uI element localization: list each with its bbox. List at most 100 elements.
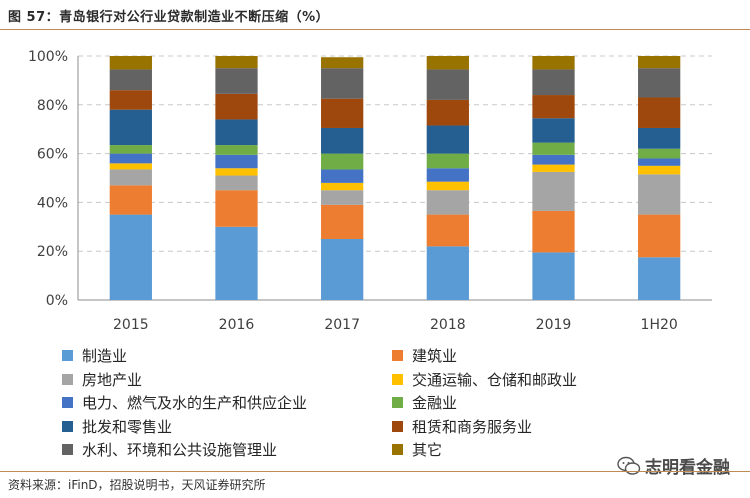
bar-segment (426, 190, 469, 215)
bar-segment (638, 257, 681, 300)
bar-segment (321, 68, 364, 99)
bar-segment (532, 56, 575, 70)
bar-segment (215, 190, 258, 227)
bar-segment (321, 153, 364, 170)
bar-segment (109, 145, 152, 154)
bar-segment (426, 168, 469, 182)
legend-label: 制造业 (82, 347, 128, 366)
legend-label: 金融业 (412, 394, 458, 413)
bar-segment (321, 204, 364, 239)
bar-segment (109, 90, 152, 110)
bar-segment (321, 169, 364, 183)
legend-item: 制造业 (62, 344, 392, 368)
bar-segment (426, 125, 469, 154)
x-tick-label: 1H20 (641, 317, 678, 333)
bar-segment (215, 56, 258, 69)
bar-segment (109, 214, 152, 300)
legend-item: 批发和零售业 (62, 415, 392, 439)
legend-item: 建筑业 (392, 344, 662, 368)
legend-item: 金融业 (392, 391, 662, 415)
bar-segment (215, 168, 258, 176)
legend-swatch (62, 373, 73, 385)
bar-segment (215, 145, 258, 155)
bar-segment (109, 109, 152, 146)
source-note: 资料来源：iFinD，招股说明书，天风证券研究所 (8, 478, 266, 492)
bar-segment (321, 98, 364, 128)
legend-swatch (62, 444, 73, 456)
bar-segment (532, 142, 575, 155)
bar-segment (532, 95, 575, 119)
watermark-text: 志明看金融 (645, 458, 730, 478)
legend-label: 房地产业 (82, 370, 143, 389)
legend-swatch (392, 420, 403, 432)
legend-item: 水利、环境和公共设施管理业 (62, 438, 392, 462)
legend-item: 其它 (392, 438, 662, 462)
legend-swatch (392, 350, 403, 362)
bar-segment (215, 226, 258, 300)
watermark: 志明看金融 (617, 453, 730, 478)
bar-segment (321, 190, 364, 205)
title-divider (0, 29, 750, 30)
bar-segment (109, 185, 152, 215)
source-divider (0, 471, 750, 472)
bar-segment (426, 181, 469, 191)
bar-segment (426, 246, 469, 300)
bar-segment (215, 68, 258, 94)
bar-segment (532, 210, 575, 253)
bar-segment (532, 69, 575, 96)
legend-label: 批发和零售业 (82, 417, 173, 436)
y-tick-label: 60% (37, 147, 68, 163)
bar-segment (638, 158, 681, 166)
legend-label: 水利、环境和公共设施管理业 (82, 441, 278, 460)
bar-segment (215, 154, 258, 169)
bar-segment (321, 182, 364, 191)
chart-legend: 制造业 建筑业房地产业 交通运输、仓储和邮政业电力、燃气及水的生产和供应企业 金融业批… (62, 344, 662, 462)
bar-segment (426, 56, 469, 70)
bar-segment (638, 174, 681, 215)
legend-label: 租赁和商务服务业 (412, 417, 533, 436)
bar-segment (215, 175, 258, 191)
bar-segment (321, 57, 364, 69)
bar-segment (532, 171, 575, 211)
bar-segment (321, 239, 364, 300)
wechat-icon (617, 456, 641, 475)
y-tick-label: 100% (28, 49, 68, 65)
bar-segment (215, 93, 258, 120)
legend-label: 其它 (412, 441, 443, 460)
x-tick-label: 2018 (430, 317, 466, 333)
y-tick-label: 40% (37, 195, 68, 211)
legend-swatch (392, 397, 403, 409)
y-tick-label: 0% (46, 293, 68, 309)
legend-swatch (62, 420, 73, 432)
legend-item: 交通运输、仓储和邮政业 (392, 368, 662, 392)
y-tick-label: 80% (37, 98, 68, 114)
bar-segment (321, 127, 364, 154)
legend-label: 交通运输、仓储和邮政业 (412, 370, 578, 389)
bar-segment (638, 56, 681, 69)
bar-segment (532, 118, 575, 143)
stacked-bar-chart: 0% 20% 40% 60% 80% 100% 2015 2016 2017 2018 2019 1H… (28, 49, 712, 333)
bar-segment (532, 154, 575, 165)
legend-swatch (392, 373, 403, 385)
bar-segment (109, 169, 152, 186)
bar-segment (109, 153, 152, 164)
bar-segment (109, 69, 152, 91)
bar-segment (109, 163, 152, 170)
bar-segment (426, 214, 469, 247)
bar-segment (426, 153, 469, 169)
legend-label: 电力、燃气及水的生产和供应企业 (82, 394, 308, 413)
bar-segment (532, 164, 575, 172)
legend-item: 电力、燃气及水的生产和供应企业 (62, 391, 392, 415)
y-tick-label: 20% (37, 244, 68, 260)
x-tick-label: 2015 (113, 317, 149, 333)
bar-segment (109, 56, 152, 70)
bar-segment (638, 148, 681, 159)
x-tick-label: 2019 (536, 317, 572, 333)
bar-segment (638, 165, 681, 175)
bar-segment (426, 69, 469, 100)
legend-label: 建筑业 (412, 347, 458, 366)
bar-segment (426, 99, 469, 126)
legend-item: 房地产业 (62, 368, 392, 392)
x-tick-label: 2017 (324, 317, 360, 333)
bar-segment (638, 97, 681, 128)
